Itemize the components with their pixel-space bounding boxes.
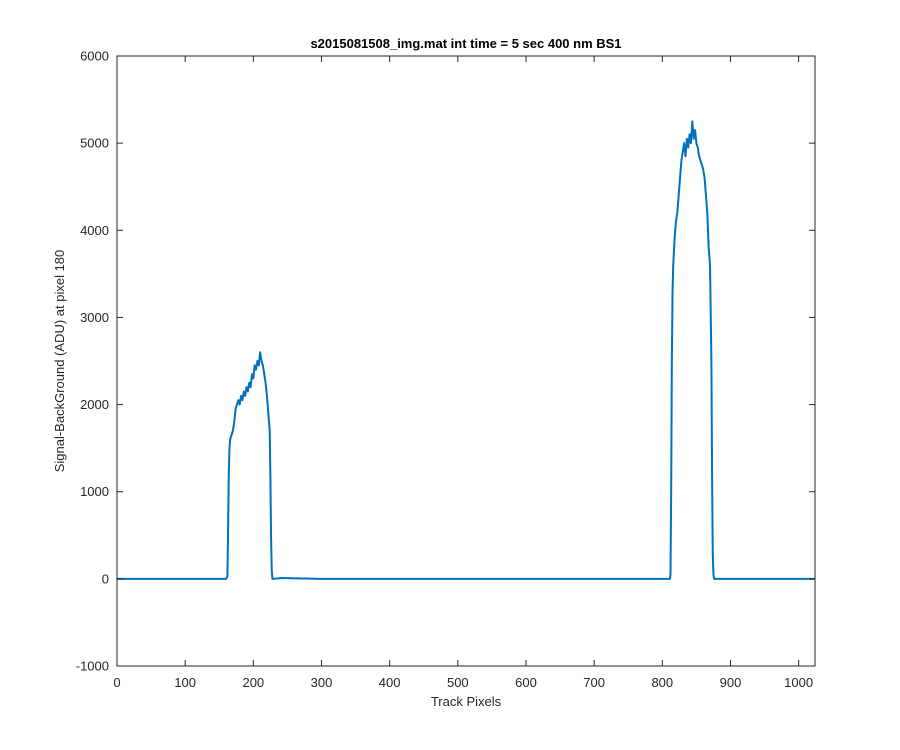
- y-tick-label: 0: [102, 571, 109, 586]
- series-line-0: [117, 120, 815, 580]
- y-tick-label: 4000: [80, 223, 109, 238]
- y-tick-label: 2000: [80, 397, 109, 412]
- x-tick-label: 1000: [784, 675, 813, 690]
- x-tick-label: 500: [447, 675, 469, 690]
- x-tick-label: 300: [311, 675, 333, 690]
- y-tick-label: 1000: [80, 484, 109, 499]
- x-tick-label: 700: [583, 675, 605, 690]
- x-tick-label: 200: [242, 675, 264, 690]
- x-axis-label: Track Pixels: [431, 694, 502, 709]
- x-tick-label: 900: [720, 675, 742, 690]
- x-tick-label: 600: [515, 675, 537, 690]
- y-axis-label: Signal-BackGround (ADU) at pixel 180: [52, 250, 67, 473]
- y-tick-label: 3000: [80, 310, 109, 325]
- y-tick-label: 6000: [80, 49, 109, 64]
- series-layer: [117, 120, 815, 580]
- tick-layer: 0 100 200 300 400 500 600 700 800 900 1000 -1000 0 10…: [76, 49, 815, 690]
- plot-frame: [116, 55, 816, 667]
- y-tick-label: 5000: [80, 136, 109, 151]
- plot-area: [117, 56, 815, 666]
- chart-title: s2015081508_img.mat int time = 5 sec 400…: [310, 36, 621, 51]
- y-tick-label: -1000: [76, 659, 109, 674]
- x-tick-label: 800: [651, 675, 673, 690]
- x-tick-label: 400: [379, 675, 401, 690]
- x-tick-label: 0: [113, 675, 120, 690]
- x-tick-label: 100: [174, 675, 196, 690]
